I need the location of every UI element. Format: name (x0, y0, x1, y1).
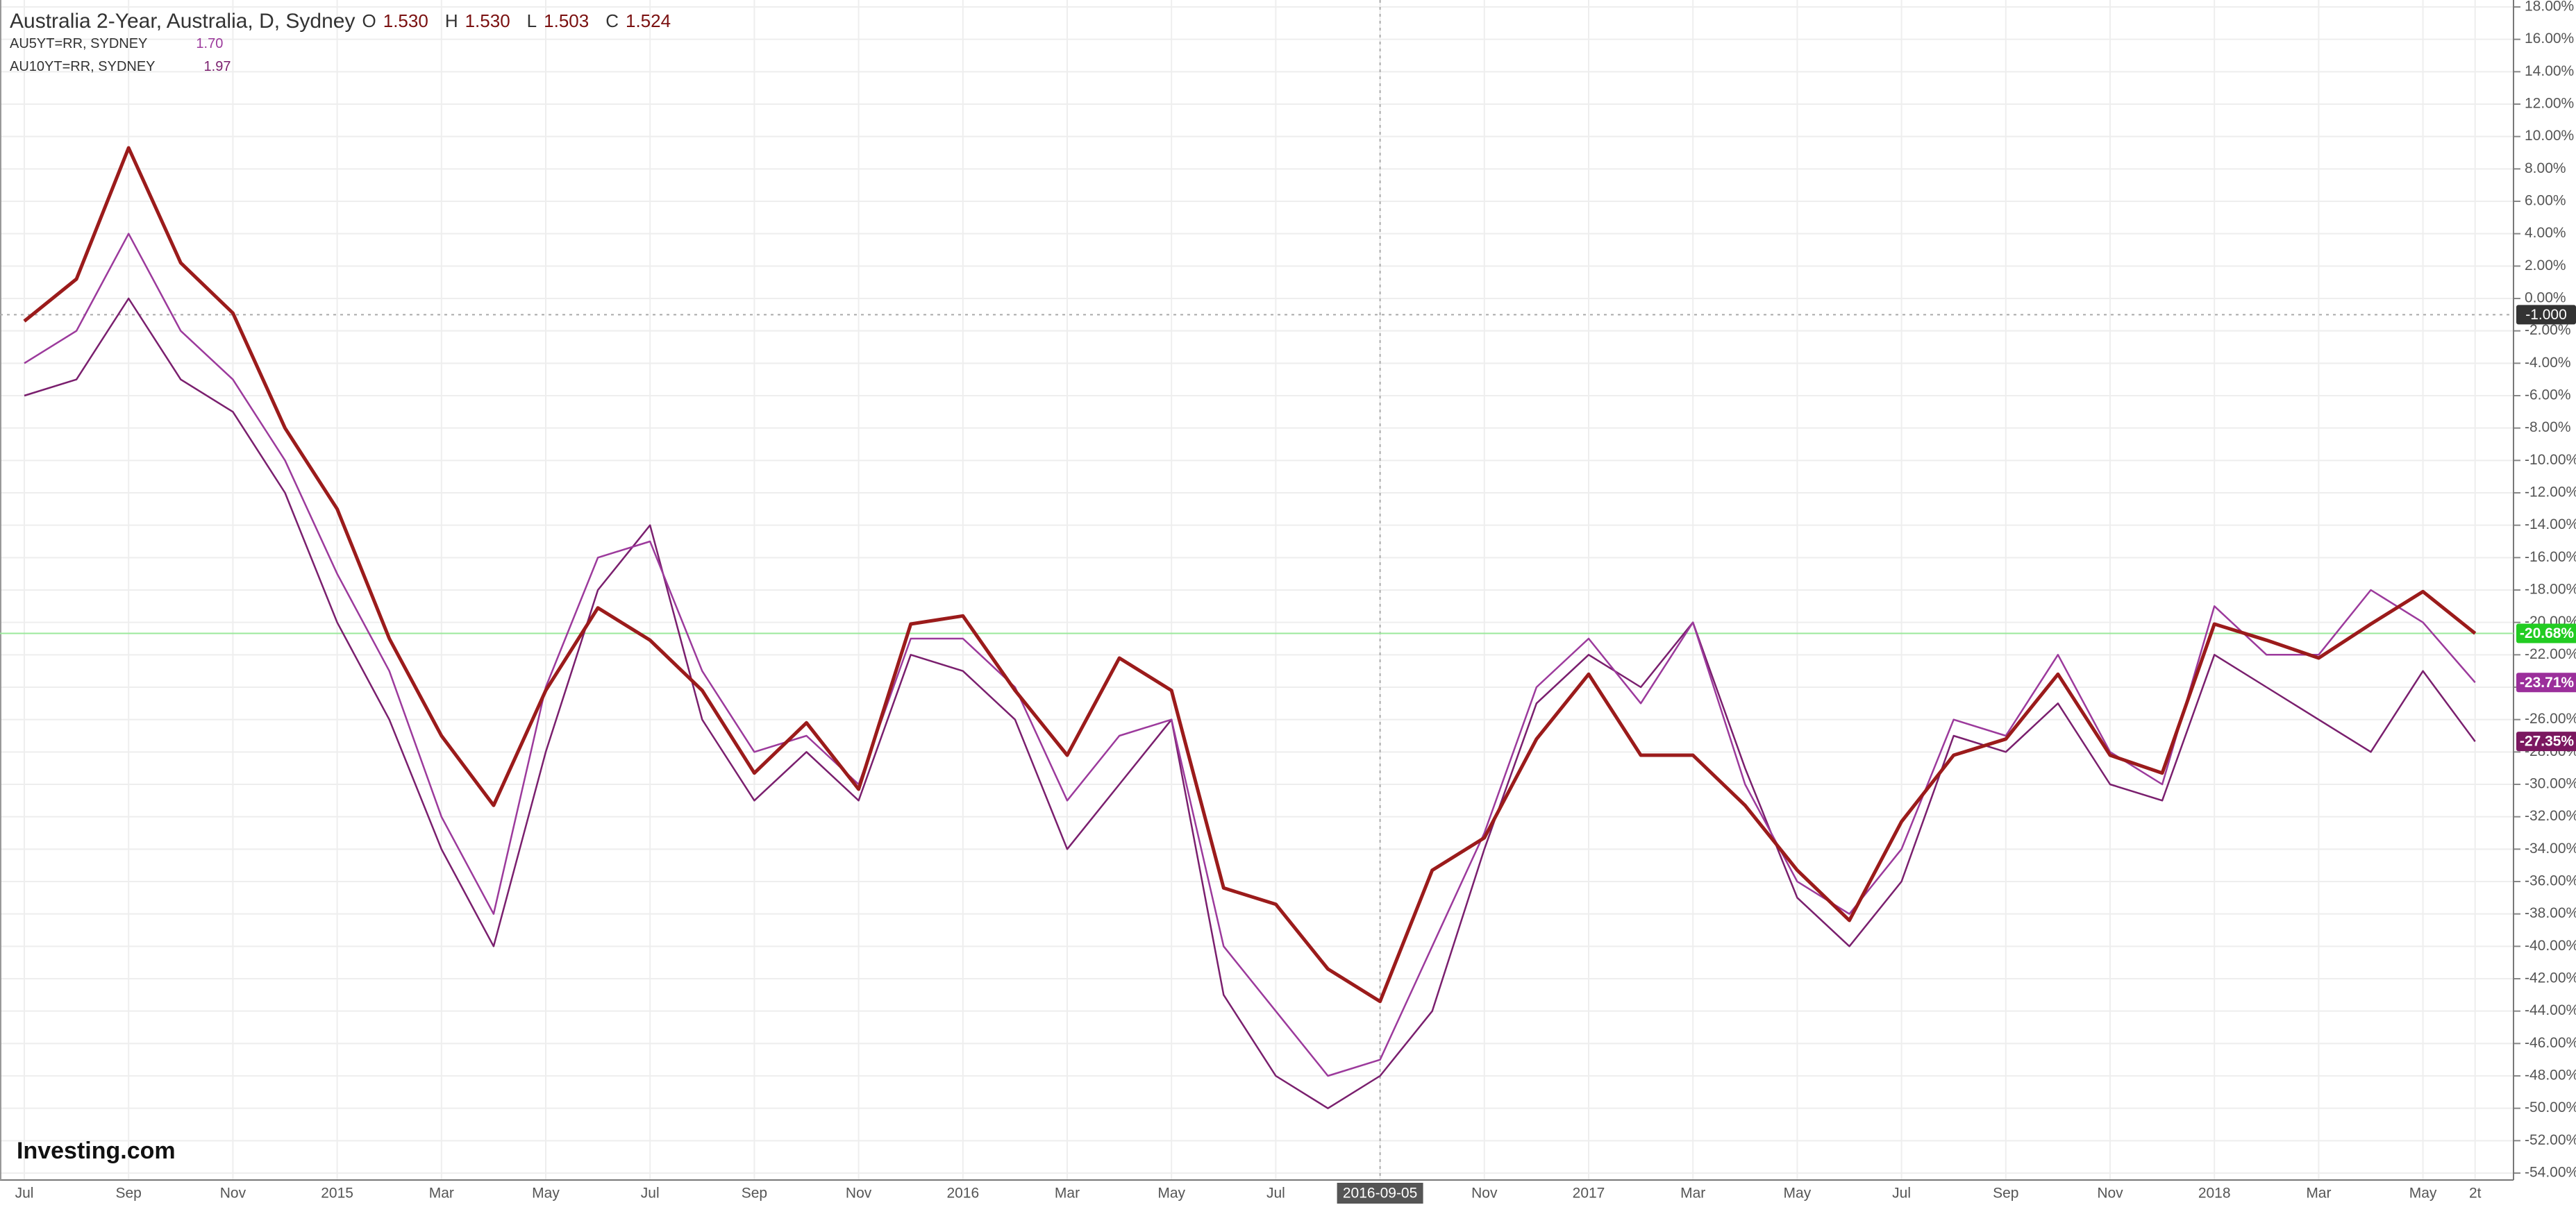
x-tick-label: Nov (846, 1186, 872, 1202)
y-tick-label: -12.00% (2525, 484, 2576, 500)
y-tick-label: -50.00% (2525, 1099, 2576, 1115)
ohlc-label: O (362, 10, 376, 31)
legend-item: AU5YT=RR, SYDNEY 1.70 (10, 33, 680, 56)
y-tick-label: -42.00% (2525, 970, 2576, 986)
y-tick-label: 4.00% (2525, 225, 2566, 241)
legend-main: Australia 2-Year, Australia, D, Sydney O… (10, 10, 680, 33)
logo: Investing.com (17, 1138, 176, 1164)
y-tick-label: -40.00% (2525, 938, 2576, 954)
series-line (24, 297, 2476, 1109)
x-tick-label: May (2409, 1186, 2437, 1202)
y-tick-label: -16.00% (2525, 549, 2576, 565)
y-tick-label: 12.00% (2525, 96, 2574, 112)
x-tick-label: 2017 (1573, 1186, 1605, 1202)
ohlc-label: C (605, 10, 619, 31)
y-tick-label: -36.00% (2525, 873, 2576, 889)
y-tick-label: -26.00% (2525, 711, 2576, 727)
y-tick-label: -48.00% (2525, 1068, 2576, 1084)
y-tick-label: -18.00% (2525, 582, 2576, 598)
x-tick-label: Jul (1892, 1186, 1911, 1202)
x-tick-label: 2016 (946, 1186, 979, 1202)
y-tick-label: 8.00% (2525, 160, 2566, 176)
price-badge-label: -27.35% (2520, 734, 2575, 750)
price-badge (2516, 623, 2576, 643)
ohlc-label: L (526, 10, 537, 31)
ohlc-value: 1.530 (383, 10, 428, 31)
x-tick-label: May (532, 1186, 560, 1202)
crosshair-badge (2516, 305, 2576, 325)
y-tick-label: -46.00% (2525, 1035, 2576, 1051)
y-tick-label: -6.00% (2525, 387, 2571, 403)
x-tick-label: Nov (1471, 1186, 1498, 1202)
legend: Australia 2-Year, Australia, D, Sydney O… (10, 10, 680, 78)
x-tick-label: Mar (1055, 1186, 1080, 1202)
y-tick-label: -8.00% (2525, 419, 2571, 435)
x-tick-label: May (1784, 1186, 1812, 1202)
ohlc-value: 1.530 (465, 10, 510, 31)
y-tick-label: -22.00% (2525, 646, 2576, 662)
y-tick-label: -2.00% (2525, 322, 2571, 338)
x-tick-label: Sep (742, 1186, 767, 1202)
x-tick-label: Mar (1680, 1186, 1705, 1202)
ohlc-value: 1.503 (544, 10, 589, 31)
y-tick-label: -38.00% (2525, 905, 2576, 921)
y-tick-label: -54.00% (2525, 1165, 2576, 1181)
x-tick-label: 2t (2469, 1186, 2482, 1202)
legend-value: 1.97 (203, 59, 231, 74)
series-name: Australia 2-Year, Australia, D, Sydney (10, 10, 356, 33)
y-tick-label: 0.00% (2525, 290, 2566, 306)
x-tick-label: 2018 (2198, 1186, 2231, 1202)
x-tick-label: Sep (116, 1186, 142, 1202)
x-tick-label: Nov (220, 1186, 246, 1202)
x-tick-label: Sep (1993, 1186, 2018, 1202)
x-tick-label: 2016-09-05 (1343, 1186, 1417, 1202)
ohlc-value: 1.524 (626, 10, 671, 31)
crosshair-label: -1.000 (2525, 307, 2567, 323)
y-tick-label: -52.00% (2525, 1132, 2576, 1148)
series-line (24, 233, 2476, 1077)
price-badge (2516, 673, 2576, 693)
y-tick-label: -44.00% (2525, 1002, 2576, 1018)
y-tick-label: -34.00% (2525, 841, 2576, 857)
price-badge (2516, 732, 2576, 752)
y-tick-label: 14.00% (2525, 63, 2574, 79)
price-badge-label: -23.71% (2520, 675, 2575, 691)
x-tick-label: Jul (15, 1186, 34, 1202)
y-tick-label: -32.00% (2525, 808, 2576, 824)
y-tick-label: 6.00% (2525, 193, 2566, 209)
legend-item: AU10YT=RR, SYDNEY 1.97 (10, 56, 680, 78)
x-tick-label: 2015 (321, 1186, 353, 1202)
series-line (23, 146, 2477, 1004)
y-tick-label: -30.00% (2525, 776, 2576, 792)
x-tick-label: Mar (2306, 1186, 2331, 1202)
y-tick-label: 18.00% (2525, 0, 2574, 15)
series-name: AU10YT=RR, SYDNEY (10, 59, 156, 74)
ohlc-label: H (444, 10, 458, 31)
y-tick-label: 10.00% (2525, 128, 2574, 144)
y-tick-label: -4.00% (2525, 355, 2571, 371)
x-tick-label: Nov (2097, 1186, 2123, 1202)
series-name: AU5YT=RR, SYDNEY (10, 36, 148, 51)
crosshair-badge (1337, 1183, 1423, 1204)
x-tick-label: Jul (641, 1186, 660, 1202)
x-tick-label: Jul (1266, 1186, 1285, 1202)
x-tick-label: May (1157, 1186, 1185, 1202)
price-badge-label: -20.68% (2520, 625, 2575, 641)
y-tick-label: -10.00% (2525, 452, 2576, 468)
legend-value: 1.70 (196, 36, 224, 51)
y-tick-label: 2.00% (2525, 258, 2566, 273)
y-tick-label: 16.00% (2525, 31, 2574, 47)
y-tick-label: -14.00% (2525, 516, 2576, 532)
x-tick-label: Mar (429, 1186, 454, 1202)
